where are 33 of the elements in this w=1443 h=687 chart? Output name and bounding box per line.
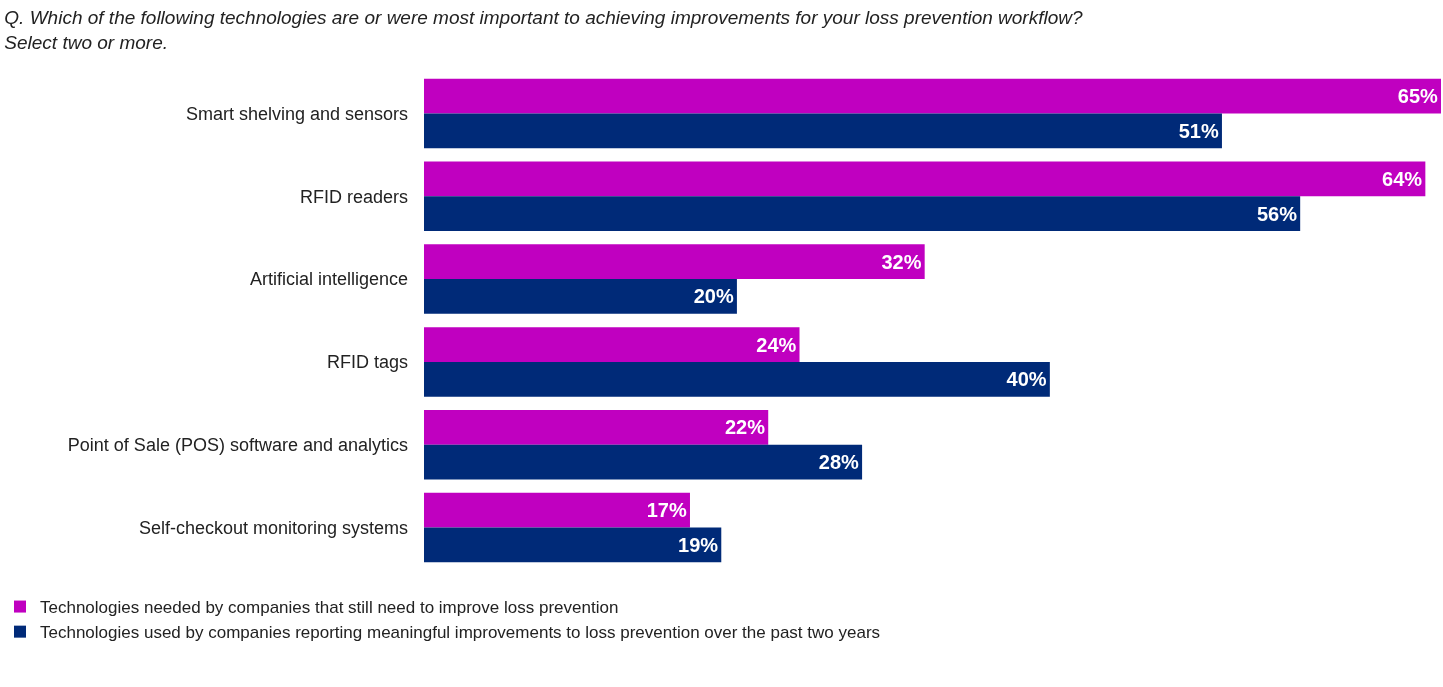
bar (424, 78, 1441, 114)
y-tick-label: RFID readers (299, 186, 408, 207)
bar (424, 196, 1301, 232)
data-label: 51% (1178, 119, 1219, 142)
data-label: 64% (1382, 167, 1423, 190)
bar (424, 444, 863, 480)
bar (424, 492, 690, 528)
data-label: 17% (646, 499, 687, 522)
bar (424, 409, 769, 445)
bar (424, 327, 800, 362)
y-tick-label: Smart shelving and sensors (185, 103, 408, 124)
data-label: 56% (1256, 202, 1298, 225)
bar (424, 161, 1426, 197)
bar (424, 244, 925, 280)
data-label: 19% (678, 533, 719, 556)
data-label: 24% (756, 333, 797, 356)
bar (424, 527, 722, 563)
data-label: 32% (881, 250, 922, 273)
bar (424, 361, 1050, 397)
y-tick-label: RFID tags (326, 352, 408, 373)
legend-label: Technologies used by companies reporting meaningful improvements to loss prevention over the past two years (40, 623, 881, 643)
y-tick-label: Point of Sale (POS) software and analytics (67, 435, 408, 456)
data-label: 40% (1006, 368, 1047, 391)
bar (424, 113, 1222, 149)
y-tick-label: Artificial intelligence (249, 269, 408, 290)
y-tick-label: Self-checkout monitoring systems (138, 517, 408, 538)
data-label: 28% (818, 451, 860, 474)
data-label: 65% (1397, 85, 1438, 108)
data-label: 22% (724, 416, 766, 439)
chart-title: Q. Which of the following technologies are or were most important to achieving improvements for your loss prevention workflow? Select two or more. (4, 7, 1083, 53)
bar (424, 279, 737, 314)
legend-label: Technologies needed by companies that still need to improve loss prevention (40, 598, 619, 618)
data-label: 20% (693, 285, 734, 308)
